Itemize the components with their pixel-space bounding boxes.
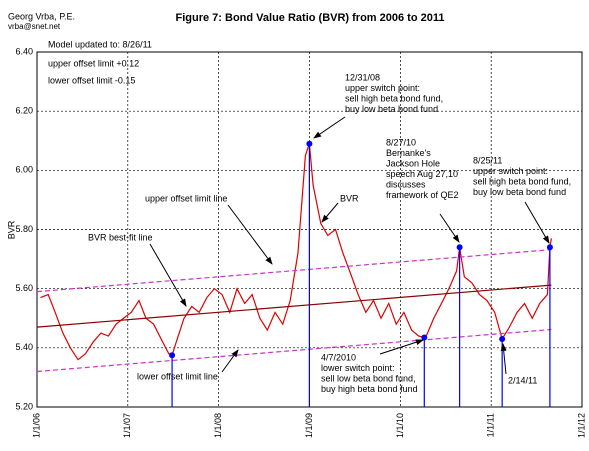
- arrow: [500, 343, 507, 375]
- series-label: BVR best-fit line: [88, 232, 153, 242]
- annotation: sell high beta bond fund,: [345, 93, 443, 103]
- y-tick-label: 5.60: [15, 283, 33, 293]
- arrow: [149, 243, 187, 307]
- annotation: 2/14/11: [508, 375, 537, 385]
- y-tick-label: 5.80: [15, 224, 33, 234]
- arrow: [524, 201, 550, 244]
- annotation: Jackson Hole: [386, 158, 440, 168]
- annotation: 4/7/2010: [321, 352, 356, 362]
- series-line: [36, 328, 552, 373]
- x-tick-label: 1/1/07: [122, 413, 132, 438]
- annotation: framework of QE2: [386, 190, 459, 200]
- annotation: Bernanke's: [386, 148, 431, 158]
- annotation: buy low beta bond fund: [473, 187, 566, 197]
- y-tick-label: 5.40: [15, 342, 33, 352]
- switch-point: [306, 140, 313, 147]
- email: vrba@snet.net: [8, 22, 61, 31]
- annotation: buy low beta bond fund: [345, 104, 438, 114]
- arrow: [379, 339, 424, 355]
- annotation: speech Aug 27,10: [386, 169, 458, 179]
- annotation: 12/31/08: [345, 72, 380, 82]
- series-label: BVR: [340, 193, 359, 203]
- annotation: sell high beta bond fund,: [473, 176, 571, 186]
- series-label: lower offset limit line: [137, 371, 218, 381]
- series-line: [36, 284, 552, 328]
- arrow: [227, 204, 273, 265]
- switch-point: [421, 334, 428, 341]
- series-line: [40, 143, 552, 361]
- series-label: upper offset limit line: [145, 193, 227, 203]
- note: Model updated to: 8/26/11: [48, 39, 152, 49]
- arrow: [221, 349, 239, 373]
- annotation: upper switch point:: [473, 166, 548, 176]
- annotation: buy high beta bond fund: [321, 384, 418, 394]
- x-tick-label: 1/1/09: [304, 413, 314, 438]
- y-tick-label: 6.40: [15, 46, 33, 56]
- arrow: [321, 202, 339, 223]
- annotation: lower switch point:: [321, 363, 395, 373]
- annotation: upper switch point:: [345, 83, 420, 93]
- annotation: discusses: [386, 179, 426, 189]
- annotation: sell low beta bond fund,: [321, 373, 416, 383]
- arrow: [313, 116, 346, 139]
- x-tick-label: 1/1/10: [395, 413, 405, 438]
- y-tick-label: 6.20: [15, 106, 33, 116]
- y-tick-label: 5.20: [15, 401, 33, 411]
- y-axis-label: BVR: [6, 220, 16, 239]
- switch-point: [546, 244, 553, 251]
- x-tick-label: 1/1/06: [31, 413, 41, 438]
- switch-point: [169, 352, 176, 359]
- x-tick-label: 1/1/11: [486, 413, 496, 437]
- author: Georg Vrba, P.E.: [8, 11, 75, 21]
- switch-point: [499, 335, 506, 342]
- x-tick-label: 1/1/08: [213, 413, 223, 438]
- arrow: [439, 213, 460, 243]
- series-line: [36, 249, 552, 293]
- x-tick-label: 1/1/12: [576, 413, 586, 438]
- y-tick-label: 6.00: [15, 165, 33, 175]
- chart-title: Figure 7: Bond Value Ratio (BVR) from 20…: [176, 12, 445, 24]
- annotation: 8/25/11: [473, 155, 502, 165]
- switch-point: [456, 244, 463, 251]
- note: lower offset limit -0.15: [48, 75, 135, 85]
- note: upper offset limit +0.12: [48, 58, 139, 68]
- annotation: 8/27/10: [386, 137, 416, 147]
